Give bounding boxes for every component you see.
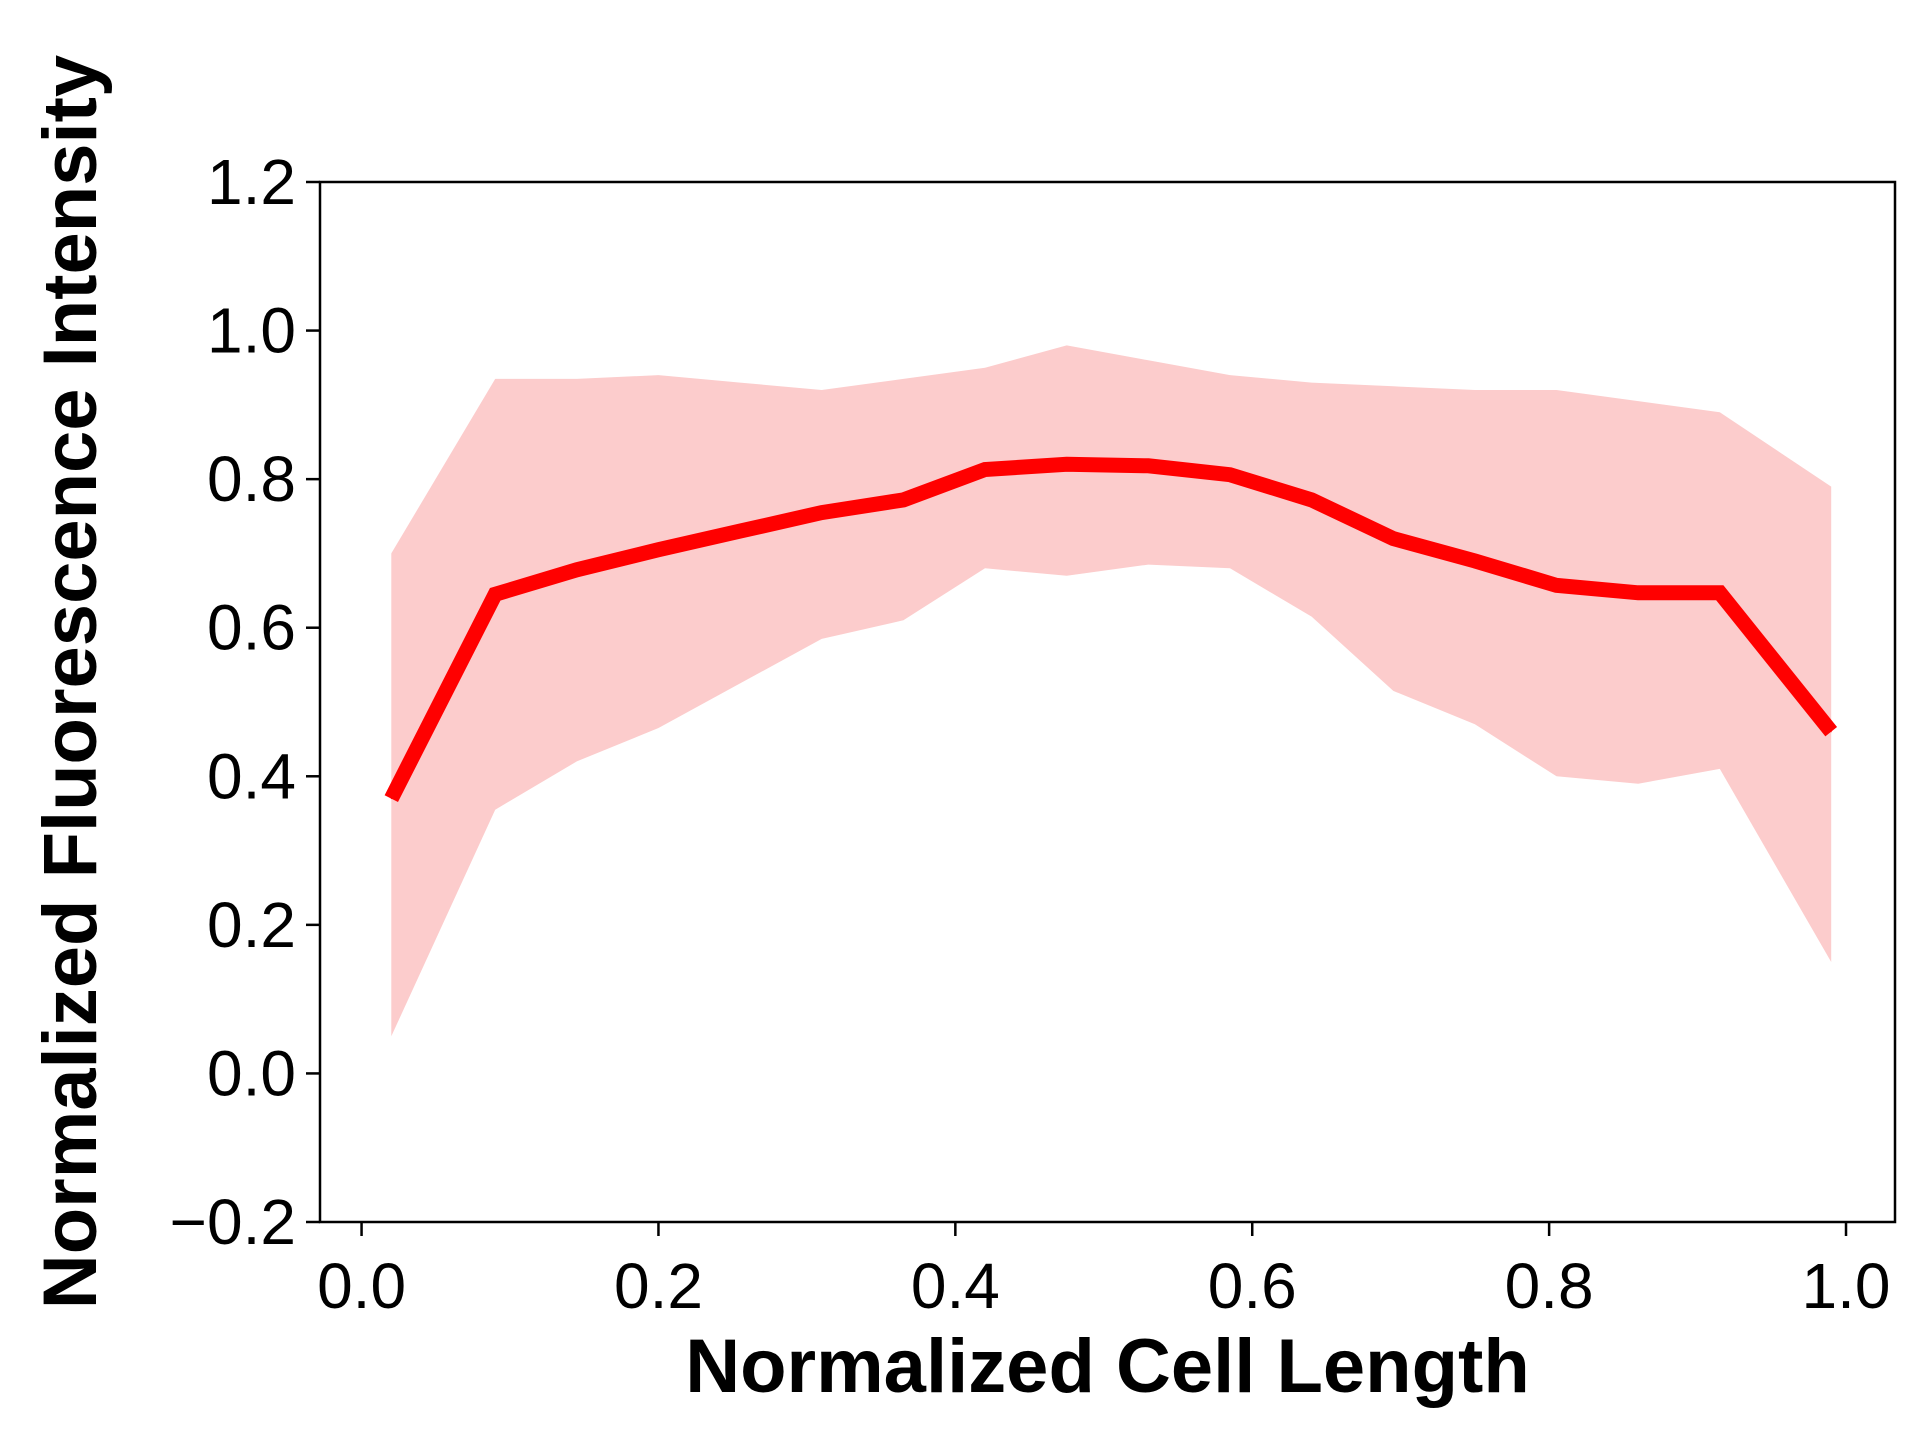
data-point bbox=[902, 499, 904, 501]
y-tick-label: 0.6 bbox=[207, 592, 296, 664]
x-axis-ticks: 0.0 0.2 0.4 0.6 0.8 1.0 bbox=[317, 1222, 1890, 1322]
x-tick-label: 0.6 bbox=[1208, 1250, 1297, 1322]
x-axis-title: Normalized Cell Length bbox=[685, 1324, 1530, 1409]
y-tick-label: 0.0 bbox=[207, 1037, 296, 1109]
data-point bbox=[1147, 465, 1149, 467]
y-tick-label: 1.0 bbox=[207, 295, 296, 367]
data-point bbox=[576, 569, 578, 571]
y-tick-label: −0.2 bbox=[170, 1186, 296, 1258]
y-tick-label: 1.2 bbox=[207, 146, 296, 218]
data-point bbox=[1311, 499, 1313, 501]
x-tick-label: 0.0 bbox=[317, 1250, 406, 1322]
data-point bbox=[1392, 538, 1394, 540]
y-tick-label: 0.4 bbox=[207, 740, 296, 812]
data-point bbox=[1229, 474, 1231, 476]
x-tick-label: 0.8 bbox=[1505, 1250, 1594, 1322]
data-point bbox=[1474, 560, 1476, 562]
data-point bbox=[658, 549, 659, 551]
data-point bbox=[739, 530, 741, 532]
confidence-band bbox=[391, 345, 1832, 1037]
confidence-band-layer bbox=[391, 345, 1832, 1037]
data-point bbox=[390, 798, 392, 800]
data-point bbox=[1556, 584, 1557, 586]
series-line-layer bbox=[384, 456, 1838, 802]
y-tick-label: 0.2 bbox=[207, 889, 296, 961]
data-point bbox=[1719, 592, 1721, 594]
y-axis-title: Normalized Fluorescence Intensity bbox=[28, 55, 113, 1309]
y-tick-label: 0.8 bbox=[207, 443, 296, 515]
data-point bbox=[1637, 592, 1639, 594]
series-line bbox=[384, 456, 1838, 802]
x-tick-label: 1.0 bbox=[1802, 1250, 1891, 1322]
data-point bbox=[494, 593, 496, 595]
data-point bbox=[1830, 731, 1832, 733]
y-axis-ticks: −0.2 0.0 0.2 0.4 0.6 0.8 1.0 1.2 bbox=[170, 146, 320, 1258]
data-point bbox=[821, 512, 823, 514]
x-tick-label: 0.4 bbox=[911, 1250, 1000, 1322]
plot-area-frame bbox=[318, 180, 1897, 1224]
data-point bbox=[1066, 463, 1068, 465]
x-tick-label: 0.2 bbox=[614, 1250, 703, 1322]
data-point bbox=[984, 469, 986, 470]
